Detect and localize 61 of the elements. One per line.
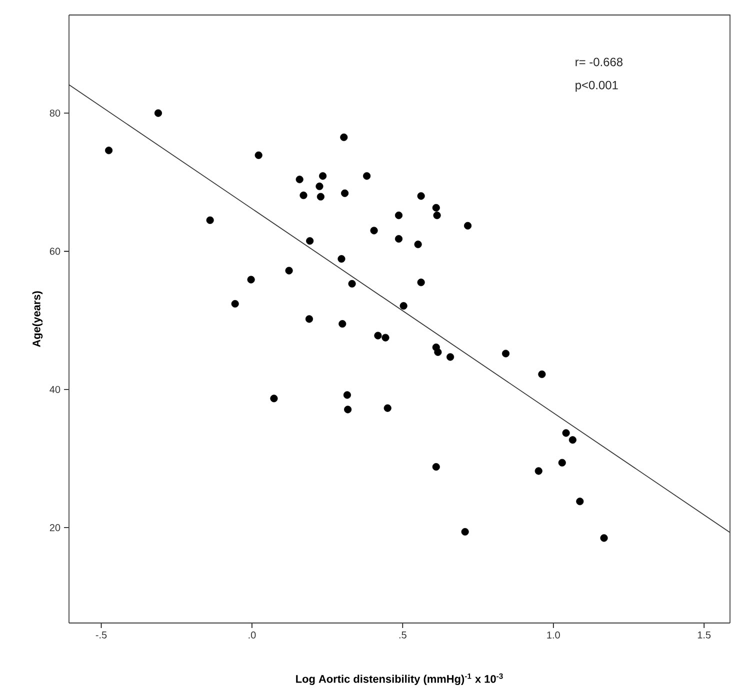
annotation: p<0.001 <box>576 80 618 92</box>
point <box>568 436 576 444</box>
point <box>306 237 314 245</box>
point <box>370 226 378 234</box>
point <box>247 276 255 284</box>
point <box>464 222 472 230</box>
point <box>316 182 324 190</box>
point <box>270 394 278 402</box>
point <box>433 212 441 220</box>
x-tick-label: .5 <box>399 631 406 638</box>
point <box>432 204 440 212</box>
point <box>344 406 352 414</box>
y-tick-label: 40 <box>50 386 60 393</box>
point <box>206 216 214 224</box>
x-tick-label: .0 <box>248 632 256 639</box>
point <box>384 404 392 412</box>
point <box>434 348 442 356</box>
point <box>363 172 371 180</box>
point <box>446 353 454 361</box>
point <box>400 302 408 310</box>
point <box>338 320 346 328</box>
point <box>154 109 162 117</box>
point <box>341 189 349 198</box>
point <box>394 212 403 220</box>
point <box>231 300 239 308</box>
y-tick-label: 60 <box>50 248 60 255</box>
point <box>534 467 542 475</box>
y-tick-label: 20 <box>50 524 60 532</box>
point <box>285 266 293 274</box>
point <box>502 350 510 358</box>
annotation: r= -0.668 <box>576 58 623 66</box>
point <box>316 192 324 200</box>
point <box>300 192 308 200</box>
point <box>432 463 440 471</box>
x-tick-label: -.5 <box>96 631 107 638</box>
y-tick-label: 80 <box>50 110 60 117</box>
point <box>417 192 425 200</box>
x-tick-label: 1.0 <box>547 632 560 639</box>
point <box>343 391 351 399</box>
point <box>348 280 356 288</box>
point <box>338 255 346 263</box>
point <box>374 332 382 340</box>
point <box>105 146 113 154</box>
point <box>414 240 422 248</box>
point <box>254 151 262 160</box>
point <box>600 534 608 542</box>
x-tick-label: 1.5 <box>698 631 711 638</box>
point <box>305 315 314 323</box>
point <box>296 176 304 184</box>
point <box>538 370 546 378</box>
point <box>558 458 566 466</box>
x-axis-title: Log Aortic distensibility (mmHg)$^{-1}$ x 10$^{-3}$ <box>296 673 503 686</box>
point <box>461 528 469 536</box>
point <box>382 334 390 342</box>
point <box>576 498 584 506</box>
point <box>394 235 403 243</box>
y-axis-title: Age(years) <box>32 291 43 348</box>
point <box>562 429 570 437</box>
point <box>319 172 327 180</box>
point <box>417 278 425 286</box>
point <box>340 134 348 142</box>
